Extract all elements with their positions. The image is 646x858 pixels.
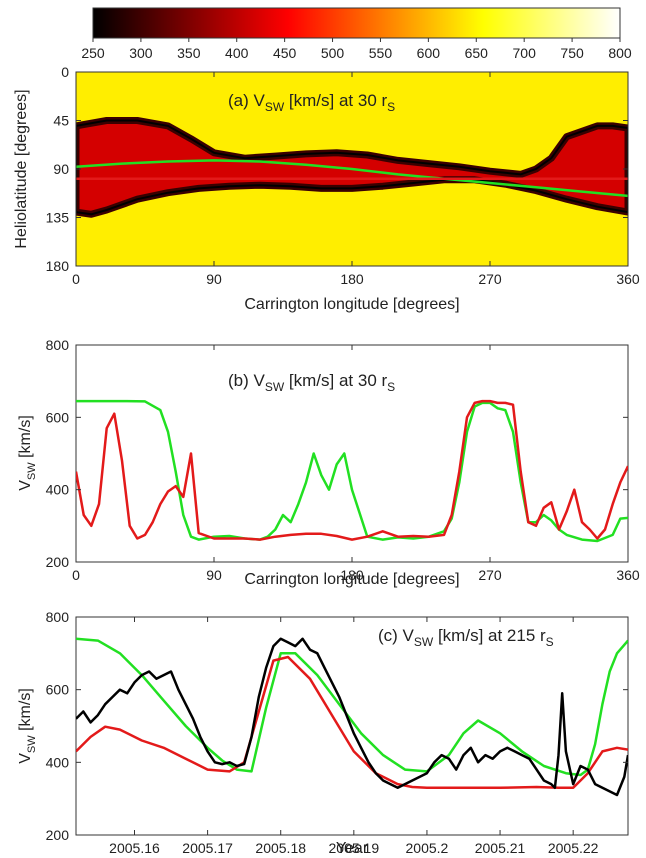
y-tick-label: 400 xyxy=(46,754,70,770)
y-tick-label: 200 xyxy=(46,554,70,570)
x-tick-label: 2005.19 xyxy=(329,840,380,856)
x-tick-label: 360 xyxy=(616,567,640,583)
y-tick-label: 0 xyxy=(61,64,69,80)
colorbar-tick-label: 700 xyxy=(513,45,537,61)
panel-c-ylabel: VSW [km/s] xyxy=(17,688,38,764)
colorbar-tick-labels: 250 300 350 400 450 500 550 600 650 700 750 800 xyxy=(81,38,632,61)
y-tick-label: 200 xyxy=(46,827,70,843)
colorbar-tick-label: 450 xyxy=(273,45,297,61)
y-tick-label: 800 xyxy=(46,609,70,625)
x-tick-label: 270 xyxy=(478,567,502,583)
x-tick-label: 90 xyxy=(206,567,222,583)
x-tick-label: 180 xyxy=(340,271,364,287)
colorbar: 250 300 350 400 450 500 550 600 650 700 750 800 xyxy=(81,7,632,61)
panel-a: 0 90 180 270 360 0 45 90 135 180 (a) VSW [km/s] a… xyxy=(13,64,640,313)
x-tick-label: 360 xyxy=(616,271,640,287)
y-tick-label: 600 xyxy=(46,682,70,698)
slow-wind-band xyxy=(76,117,628,218)
panel-b-xlabel: Carrington longitude [degrees] xyxy=(244,571,459,588)
x-tick-label: 2005.18 xyxy=(255,840,306,856)
panel-c-lines xyxy=(76,637,628,797)
panel-b-title: (b) VSW [km/s] at 30 rS xyxy=(228,371,395,394)
panel-a-xlabel: Carrington longitude [degrees] xyxy=(244,296,459,313)
panel-b-lines xyxy=(76,399,628,543)
colorbar-gradient xyxy=(92,7,621,39)
x-tick-label: 0 xyxy=(72,271,80,287)
x-tick-label: 2005.22 xyxy=(548,840,599,856)
panel-c-xlabel: Year xyxy=(336,840,369,857)
y-tick-label: 45 xyxy=(53,113,69,129)
colorbar-tick-label: 400 xyxy=(225,45,249,61)
panel-c: 2005.16 2005.17 2005.18 2005.19 2005.2 2005.2… xyxy=(17,609,629,857)
x-tick-label: 2005.16 xyxy=(109,840,160,856)
x-tick-label: 2005.17 xyxy=(182,840,233,856)
y-tick-label: 600 xyxy=(46,409,70,425)
y-tick-label: 90 xyxy=(53,161,69,177)
green-series xyxy=(76,637,628,777)
panel-a-title: (a) VSW [km/s] at 30 rS xyxy=(228,91,395,114)
panel-a-axes: 0 90 180 270 360 0 45 90 135 180 xyxy=(46,64,640,287)
panel-c-axes: 2005.16 2005.17 2005.18 2005.19 2005.2 2005.2… xyxy=(46,609,628,856)
colorbar-tick-label: 650 xyxy=(465,45,489,61)
x-tick-label: 180 xyxy=(340,567,364,583)
green-line xyxy=(76,159,628,198)
colorbar-tick-label: 800 xyxy=(608,45,632,61)
x-tick-label: 2005.21 xyxy=(475,840,526,856)
panel-b-ylabel: VSW [km/s] xyxy=(17,415,38,491)
x-tick-label: 270 xyxy=(478,271,502,287)
colorbar-tick-label: 250 xyxy=(81,45,105,61)
black-series xyxy=(76,637,628,797)
y-tick-label: 180 xyxy=(46,258,70,274)
panel-a-lines xyxy=(76,159,628,198)
x-tick-label: 2005.2 xyxy=(406,840,449,856)
colorbar-tick-label: 300 xyxy=(129,45,153,61)
red-series xyxy=(76,655,628,790)
y-tick-label: 135 xyxy=(46,210,70,226)
panel-c-title: (c) VSW [km/s] at 215 rS xyxy=(378,626,554,649)
slow-wind-band-edge xyxy=(76,119,628,216)
panel-b-axes: 0 90 180 270 360 200 400 600 800 xyxy=(46,337,640,583)
colorbar-tick-label: 750 xyxy=(560,45,584,61)
colorbar-tick-label: 550 xyxy=(369,45,393,61)
red-series xyxy=(76,399,628,541)
x-tick-label: 90 xyxy=(206,271,222,287)
y-tick-label: 800 xyxy=(46,337,70,353)
colorbar-tick-label: 350 xyxy=(177,45,201,61)
colorbar-tick-label: 600 xyxy=(417,45,441,61)
panel-b: 0 90 180 270 360 200 400 600 800 (b) VSW [km/s] … xyxy=(17,337,640,588)
y-tick-label: 400 xyxy=(46,482,70,498)
colorbar-tick-label: 500 xyxy=(321,45,345,61)
panel-a-ylabel: Heliolatitude [degrees] xyxy=(13,89,30,248)
x-tick-label: 0 xyxy=(72,567,80,583)
